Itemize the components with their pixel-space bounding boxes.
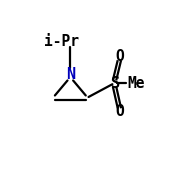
Text: O: O (115, 105, 124, 120)
Text: O: O (115, 49, 124, 64)
Text: i-Pr: i-Pr (44, 34, 79, 49)
Text: N: N (66, 67, 75, 82)
Text: S: S (111, 76, 121, 91)
Text: Me: Me (127, 76, 145, 91)
